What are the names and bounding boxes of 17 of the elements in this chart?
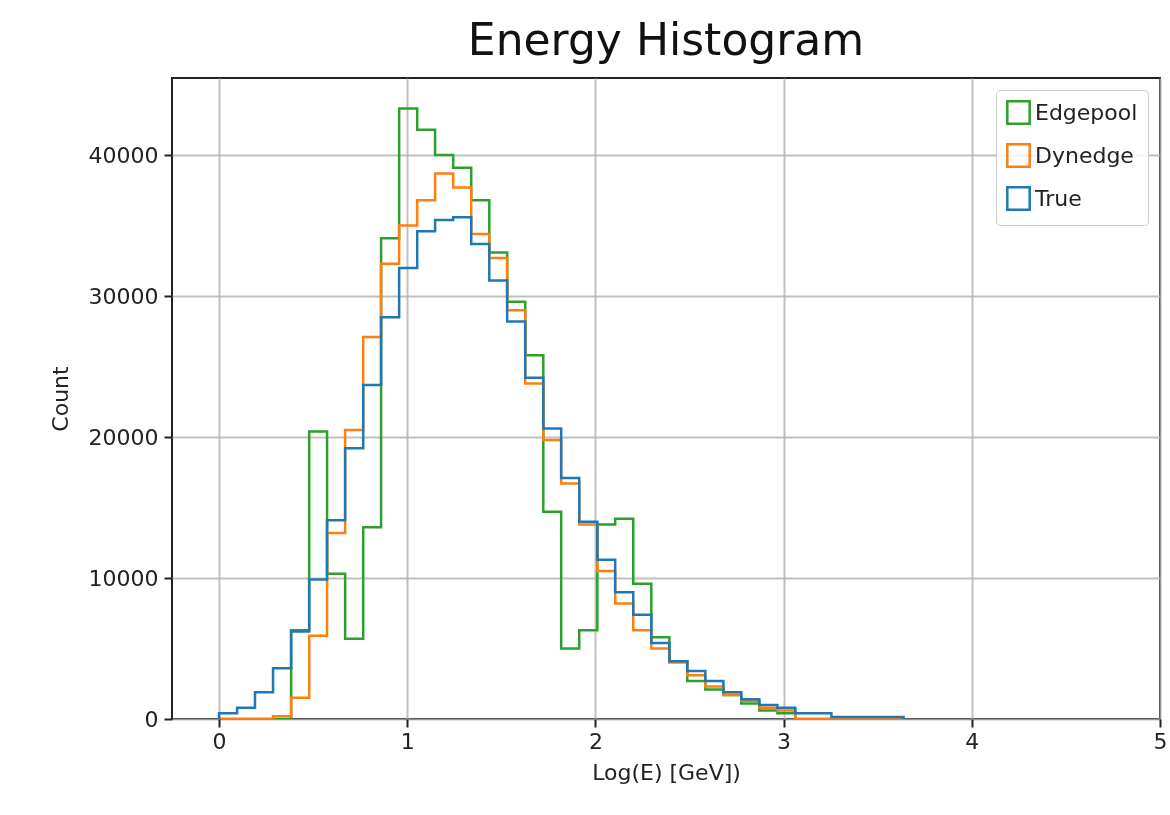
y-tick-label: 30000 xyxy=(88,283,159,309)
x-axis-title: Log(E) [GeV]) xyxy=(592,759,741,785)
x-tick-label: 2 xyxy=(588,728,603,754)
legend-label: Edgepool xyxy=(1035,99,1138,125)
x-tick-label: 4 xyxy=(965,728,980,754)
chart-title: Energy Histogram xyxy=(467,14,865,65)
y-tick-label: 20000 xyxy=(88,424,159,450)
y-axis-title: Count xyxy=(47,365,73,432)
x-tick-label: 1 xyxy=(400,728,415,754)
x-tick-label: 5 xyxy=(1153,728,1168,754)
y-tick-label: 10000 xyxy=(88,565,159,591)
legend-label: Dynedge xyxy=(1035,142,1134,168)
x-tick-label: 3 xyxy=(777,728,792,754)
y-tick-label: 40000 xyxy=(88,142,159,168)
legend-label: True xyxy=(1034,185,1082,211)
y-tick-label: 0 xyxy=(144,706,159,732)
x-tick-label: 0 xyxy=(212,728,227,754)
